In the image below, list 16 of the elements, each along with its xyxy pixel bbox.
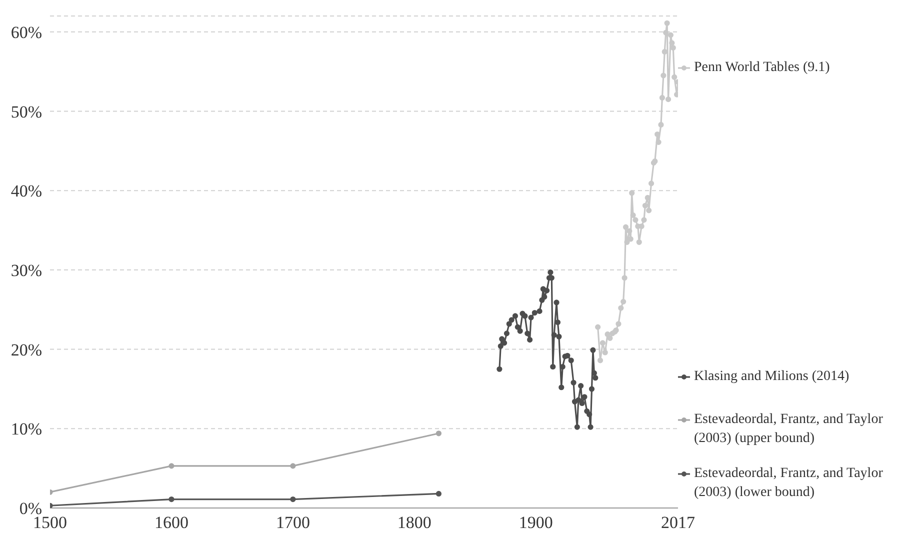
x-tick-label: 1700: [276, 513, 310, 532]
y-tick-label: 40%: [10, 182, 42, 201]
y-tick-label: 20%: [10, 340, 42, 360]
x-tick-label: 1900: [518, 513, 553, 532]
y-tick-label: 10%: [10, 420, 42, 439]
y-tick-label: 50%: [10, 102, 42, 122]
legend-label: Klasing and Milions (2014): [694, 368, 850, 386]
x-tick-label: 1800: [397, 513, 432, 532]
legend-label: Penn World Tables (9.1): [694, 59, 830, 77]
y-tick-label: 30%: [10, 260, 42, 280]
y-tick-label: 60%: [10, 22, 42, 42]
x-tick-label: 1600: [154, 513, 188, 532]
x-tick-label: 1500: [33, 513, 67, 532]
x-tick-label: 2017: [661, 513, 696, 532]
legend-label: Estevadeordal, Frantz, and Taylor (2003) (lower bound): [694, 465, 884, 502]
legend-label: Estevadeordal, Frantz, and Taylor (2003) (upper bound): [694, 411, 884, 448]
